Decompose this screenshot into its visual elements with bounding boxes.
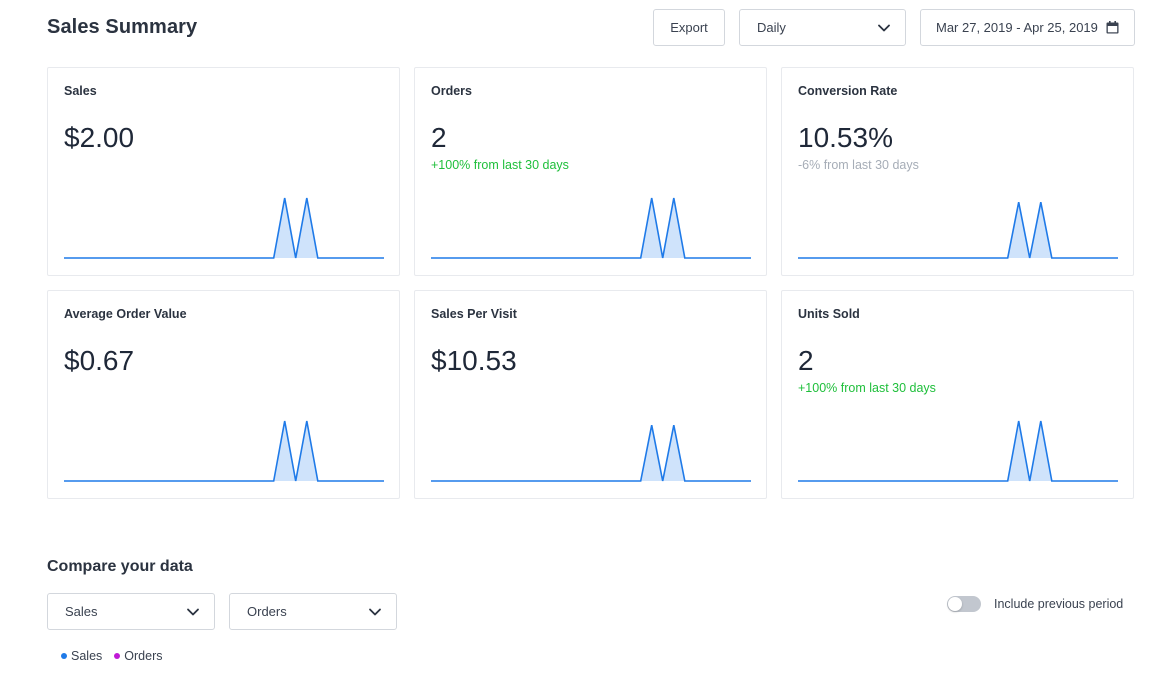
date-range-value: Mar 27, 2019 - Apr 25, 2019: [936, 20, 1098, 35]
metric-label: Average Order Value: [64, 307, 187, 321]
sparkline-line: [431, 197, 751, 259]
sparkline-line: [64, 420, 384, 482]
metric-card-orders: Orders 2 +100% from last 30 days: [414, 67, 767, 276]
sparkline-area: [64, 421, 384, 481]
compare-metric-a-value: Sales: [65, 604, 98, 619]
compare-metric-a-select[interactable]: Sales: [47, 593, 215, 630]
chevron-down-icon: [369, 608, 381, 615]
export-button[interactable]: Export: [653, 9, 725, 46]
metric-value: 2: [798, 345, 814, 376]
metric-delta: -6% from last 30 days: [798, 158, 919, 172]
metric-card-sales-per-visit: Sales Per Visit $10.53: [414, 290, 767, 499]
metric-label: Orders: [431, 84, 472, 98]
metric-label: Sales: [64, 84, 97, 98]
legend-label: Sales: [71, 649, 103, 663]
metric-label: Sales Per Visit: [431, 307, 517, 321]
calendar-icon: [1106, 21, 1119, 34]
metric-value: 10.53%: [798, 122, 893, 153]
chart-legend: Sales Orders: [61, 649, 162, 663]
metric-value: $2.00: [64, 122, 135, 153]
metric-value: 2: [431, 122, 447, 153]
include-previous-period-toggle[interactable]: [947, 596, 981, 612]
metric-delta: +100% from last 30 days: [798, 381, 936, 395]
metric-card-sales: Sales $2.00: [47, 67, 400, 276]
chevron-down-icon: [187, 608, 199, 615]
chevron-down-icon: [878, 24, 890, 31]
sparkline-area: [798, 421, 1118, 481]
sparkline-area: [431, 198, 751, 258]
interval-select-value: Daily: [757, 20, 786, 35]
metric-value: $10.53: [431, 345, 517, 376]
toggle-knob: [948, 597, 962, 611]
sparkline-chart: [64, 420, 384, 482]
legend-item-sales: Sales: [61, 649, 102, 663]
page-title: Sales Summary: [47, 16, 198, 38]
legend-dot-icon: [114, 653, 121, 659]
compare-metric-b-value: Orders: [247, 604, 287, 619]
sparkline-chart: [798, 420, 1118, 482]
export-button-label: Export: [670, 20, 708, 35]
sparkline-chart: [798, 202, 1118, 259]
include-previous-period-label: Include previous period: [994, 597, 1124, 611]
metric-card-units-sold: Units Sold 2 +100% from last 30 days: [781, 290, 1134, 499]
compare-metric-b-select[interactable]: Orders: [229, 593, 397, 630]
sparkline-line: [64, 197, 384, 259]
sparkline-line: [798, 202, 1118, 259]
metric-card-average-order-value: Average Order Value $0.67: [47, 290, 400, 499]
sparkline-area: [64, 198, 384, 258]
sparkline-area: [431, 425, 751, 481]
date-range-picker[interactable]: Mar 27, 2019 - Apr 25, 2019: [920, 9, 1135, 46]
legend-label: Orders: [124, 649, 163, 663]
metric-card-conversion-rate: Conversion Rate 10.53% -6% from last 30 …: [781, 67, 1134, 276]
sparkline-chart: [431, 197, 751, 259]
sparkline-chart: [64, 197, 384, 259]
metric-delta: +100% from last 30 days: [431, 158, 569, 172]
metric-label: Conversion Rate: [798, 84, 898, 98]
metric-value: $0.67: [64, 345, 135, 376]
compare-section-title: Compare your data: [47, 558, 193, 575]
sparkline-area: [798, 202, 1118, 258]
interval-select[interactable]: Daily: [739, 9, 906, 46]
sparkline-chart: [431, 425, 751, 482]
metric-label: Units Sold: [798, 307, 860, 321]
legend-item-orders: Orders: [114, 649, 162, 663]
sparkline-line: [431, 425, 751, 482]
legend-dot-icon: [61, 653, 67, 659]
sparkline-line: [798, 420, 1118, 482]
